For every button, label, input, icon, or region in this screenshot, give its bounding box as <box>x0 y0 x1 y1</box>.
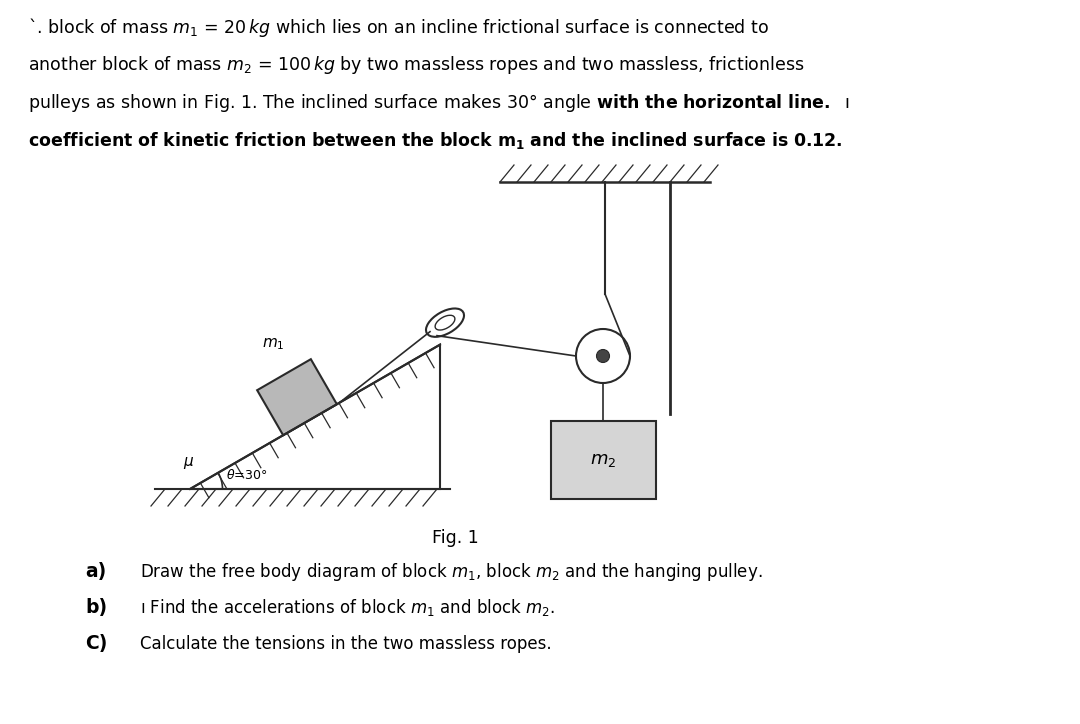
Text: ı Find the accelerations of block $m_1$ and block $m_2$.: ı Find the accelerations of block $m_1$ … <box>140 597 555 618</box>
Text: $m_2$: $m_2$ <box>590 451 617 469</box>
Text: $\theta$=30°: $\theta$=30° <box>226 468 267 482</box>
Text: `. block of mass $m_1$ = $\mathit{20\,kg}$ which lies on an incline frictional s: `. block of mass $m_1$ = $\mathit{20\,kg… <box>28 16 769 39</box>
Bar <box>551 421 656 499</box>
Text: Fig. 1: Fig. 1 <box>432 529 478 547</box>
Text: Calculate the tensions in the two massless ropes.: Calculate the tensions in the two massle… <box>140 635 552 653</box>
Text: Draw the free body diagram of block $m_1$, block $m_2$ and the hanging pulley.: Draw the free body diagram of block $m_1… <box>140 561 762 583</box>
Text: $\bf{coefficient\ of\ kinetic\ friction\ between\ the\ block}$ $\bf{m_1}$ $\bf{a: $\bf{coefficient\ of\ kinetic\ friction\… <box>28 130 842 151</box>
Polygon shape <box>257 359 337 435</box>
Text: pulleys as shown in Fig. 1. The inclined surface makes 30° angle $\bf{with\ the\: pulleys as shown in Fig. 1. The inclined… <box>28 92 850 114</box>
Text: $m_1$: $m_1$ <box>261 337 284 353</box>
Text: another block of mass $m_2$ = $\mathit{100\,kg}$ by two massless ropes and two m: another block of mass $m_2$ = $\mathit{1… <box>28 54 805 76</box>
Circle shape <box>596 350 609 363</box>
Text: $\mu$: $\mu$ <box>183 455 194 471</box>
Text: b): b) <box>85 599 107 618</box>
Text: a): a) <box>85 563 106 581</box>
Text: C): C) <box>85 634 107 654</box>
